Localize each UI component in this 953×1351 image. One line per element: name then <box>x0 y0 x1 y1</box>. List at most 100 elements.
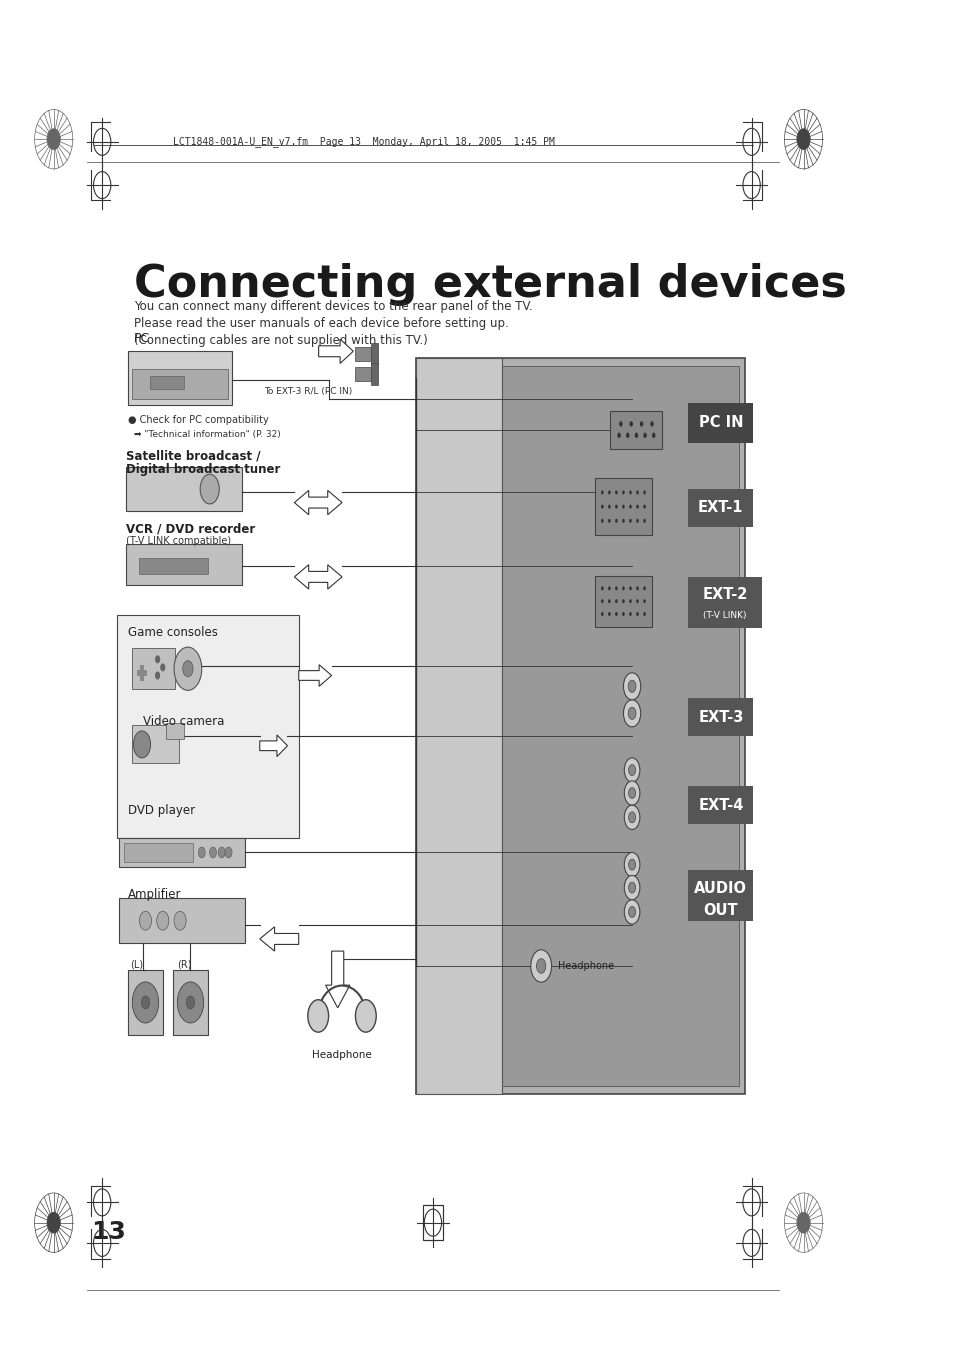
Circle shape <box>607 598 610 603</box>
Circle shape <box>622 700 640 727</box>
Circle shape <box>621 586 624 590</box>
Text: 13: 13 <box>91 1220 126 1244</box>
Text: Headphone: Headphone <box>312 1050 372 1059</box>
Circle shape <box>225 847 232 858</box>
FancyBboxPatch shape <box>416 358 744 1094</box>
Circle shape <box>629 586 631 590</box>
Text: EXT-2: EXT-2 <box>701 588 747 603</box>
Circle shape <box>642 586 645 590</box>
Circle shape <box>642 504 645 509</box>
Circle shape <box>607 490 610 494</box>
Polygon shape <box>325 951 350 1008</box>
Circle shape <box>623 805 639 830</box>
Polygon shape <box>294 565 342 589</box>
Circle shape <box>600 519 603 523</box>
Circle shape <box>636 519 639 523</box>
Circle shape <box>623 781 639 805</box>
Circle shape <box>642 432 646 438</box>
FancyBboxPatch shape <box>124 843 193 862</box>
Circle shape <box>607 612 610 616</box>
Circle shape <box>629 612 631 616</box>
FancyBboxPatch shape <box>166 723 183 739</box>
FancyBboxPatch shape <box>150 376 184 389</box>
Circle shape <box>639 422 642 427</box>
Text: LCT1848-001A-U_EN_v7.fm  Page 13  Monday, April 18, 2005  1:45 PM: LCT1848-001A-U_EN_v7.fm Page 13 Monday, … <box>173 136 555 147</box>
FancyBboxPatch shape <box>117 615 298 838</box>
Circle shape <box>636 504 639 509</box>
Text: AUDIO: AUDIO <box>694 881 746 896</box>
FancyBboxPatch shape <box>355 347 370 361</box>
FancyBboxPatch shape <box>173 970 208 1035</box>
Circle shape <box>156 912 169 929</box>
Circle shape <box>132 982 158 1023</box>
Circle shape <box>355 1000 375 1032</box>
FancyBboxPatch shape <box>132 648 174 689</box>
Text: ➡ "Technical information" (P. 32): ➡ "Technical information" (P. 32) <box>134 430 281 439</box>
Circle shape <box>796 1212 809 1233</box>
FancyBboxPatch shape <box>128 351 232 405</box>
Text: VCR / DVD recorder: VCR / DVD recorder <box>126 523 254 536</box>
Circle shape <box>629 422 632 427</box>
Circle shape <box>47 1212 60 1233</box>
Circle shape <box>607 586 610 590</box>
Circle shape <box>607 504 610 509</box>
FancyBboxPatch shape <box>355 367 370 381</box>
Circle shape <box>628 765 635 775</box>
Circle shape <box>615 612 617 616</box>
Circle shape <box>650 422 653 427</box>
Circle shape <box>177 982 203 1023</box>
FancyBboxPatch shape <box>595 478 651 535</box>
Text: (T-V LINK compatible): (T-V LINK compatible) <box>126 536 231 546</box>
Circle shape <box>47 128 60 150</box>
Circle shape <box>210 847 216 858</box>
Text: DVD player: DVD player <box>128 804 195 817</box>
Circle shape <box>218 847 225 858</box>
FancyBboxPatch shape <box>370 363 377 385</box>
Circle shape <box>200 474 219 504</box>
Circle shape <box>618 422 622 427</box>
Circle shape <box>642 612 645 616</box>
Text: OUT: OUT <box>702 902 738 917</box>
Circle shape <box>141 996 150 1009</box>
Circle shape <box>183 661 193 677</box>
Circle shape <box>615 586 617 590</box>
Polygon shape <box>259 927 298 951</box>
FancyBboxPatch shape <box>688 698 753 736</box>
Circle shape <box>627 708 636 720</box>
Text: Headphone: Headphone <box>558 961 614 971</box>
Circle shape <box>629 490 631 494</box>
Circle shape <box>629 598 631 603</box>
Circle shape <box>636 598 639 603</box>
Circle shape <box>628 882 635 893</box>
Circle shape <box>642 519 645 523</box>
Circle shape <box>623 852 639 877</box>
Text: (R): (R) <box>177 959 192 969</box>
Circle shape <box>621 598 624 603</box>
Polygon shape <box>318 339 353 363</box>
Circle shape <box>628 788 635 798</box>
Circle shape <box>600 504 603 509</box>
Circle shape <box>625 432 629 438</box>
Polygon shape <box>298 665 332 686</box>
Circle shape <box>629 504 631 509</box>
FancyBboxPatch shape <box>132 725 179 763</box>
FancyBboxPatch shape <box>688 786 753 824</box>
Circle shape <box>628 812 635 823</box>
FancyBboxPatch shape <box>595 576 651 627</box>
Circle shape <box>651 432 655 438</box>
Circle shape <box>133 731 151 758</box>
Circle shape <box>600 598 603 603</box>
Circle shape <box>139 912 152 929</box>
Text: Satellite broadcast /: Satellite broadcast / <box>126 450 260 463</box>
Circle shape <box>186 996 194 1009</box>
FancyBboxPatch shape <box>138 558 208 574</box>
FancyBboxPatch shape <box>128 970 163 1035</box>
FancyBboxPatch shape <box>688 870 753 921</box>
Circle shape <box>621 612 624 616</box>
Circle shape <box>642 490 645 494</box>
FancyBboxPatch shape <box>119 838 245 867</box>
FancyBboxPatch shape <box>370 343 377 365</box>
Circle shape <box>607 519 610 523</box>
Text: (T-V LINK): (T-V LINK) <box>702 611 746 620</box>
FancyBboxPatch shape <box>420 366 739 1086</box>
